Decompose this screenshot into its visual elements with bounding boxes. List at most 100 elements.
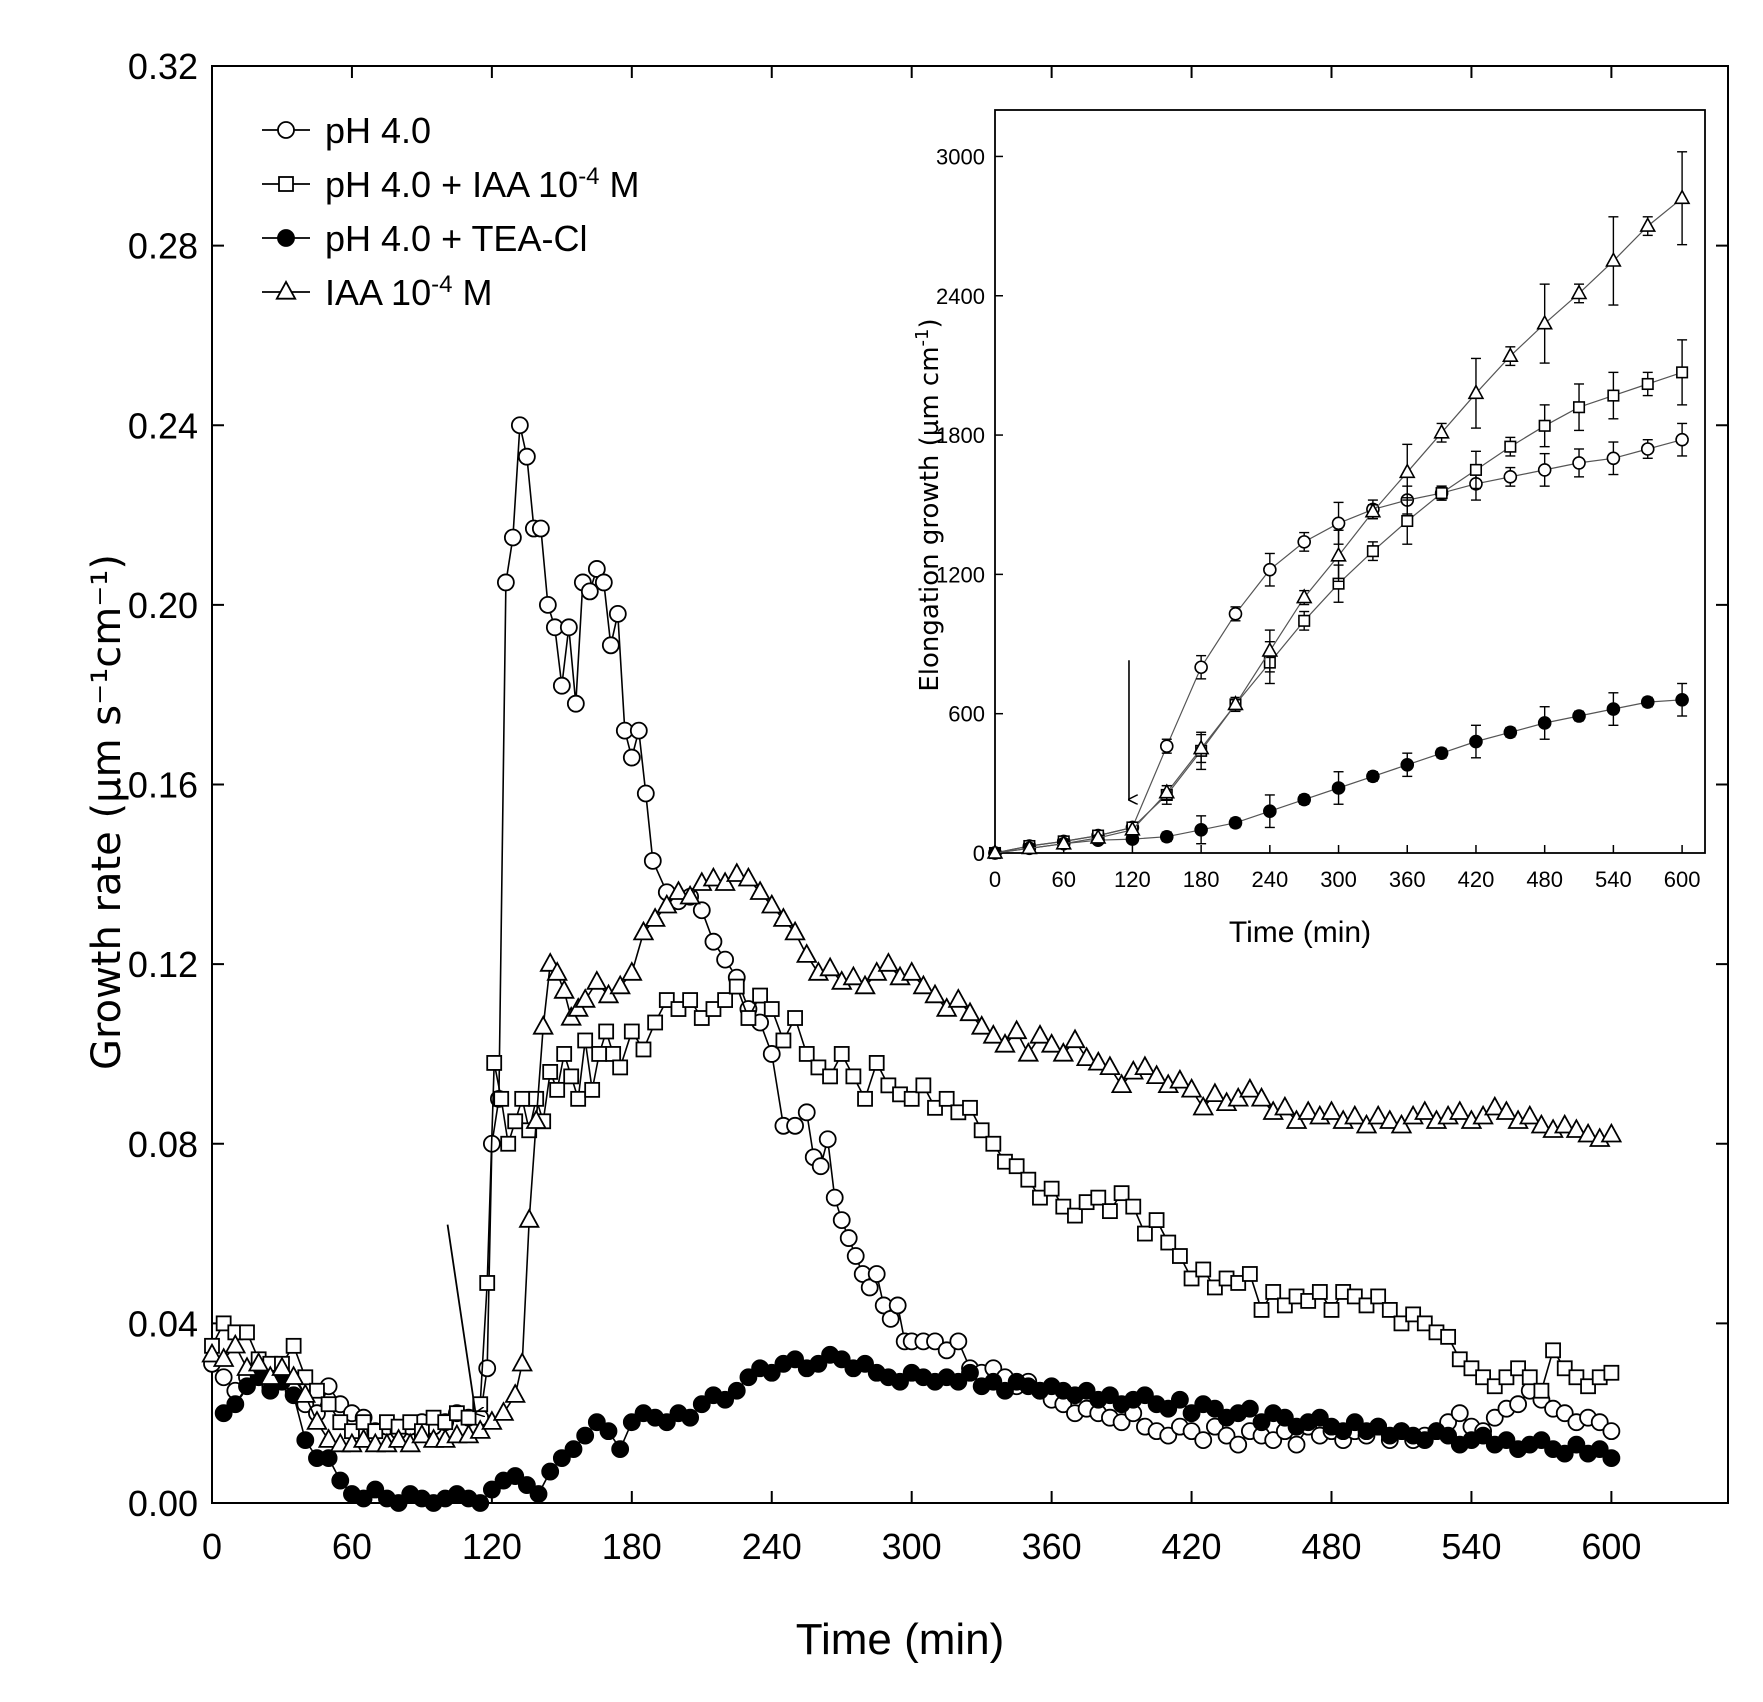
main-data-point [725, 862, 748, 882]
main-data-point [1275, 1408, 1294, 1427]
main-data-point [517, 1476, 536, 1494]
main-data-point [705, 1001, 722, 1017]
inset-data-point [1366, 545, 1379, 558]
main-series-group [201, 416, 1623, 1512]
main-data-point [1217, 1426, 1236, 1445]
main-data-point [985, 1135, 1002, 1152]
main-x-axis-title: Time (min) [796, 1615, 1005, 1664]
main-data-point [1125, 1198, 1142, 1215]
main-data-point [1182, 1422, 1201, 1441]
main-data-point [786, 1116, 804, 1135]
main-data-point [1159, 1426, 1178, 1445]
inset-series-3 [986, 151, 1691, 859]
main-data-point [503, 528, 522, 547]
main-data-point [366, 1480, 385, 1499]
inset-data-point [1055, 834, 1072, 850]
main-data-point [832, 1350, 851, 1369]
main-data-point [354, 1489, 373, 1508]
main-data-point [949, 1372, 968, 1391]
main-data-point [504, 1383, 526, 1403]
main-data-point [1439, 1426, 1458, 1445]
inset-data-point [1570, 284, 1588, 300]
inset-x-tick-label: 480 [1526, 867, 1563, 892]
main-data-point [798, 1046, 815, 1062]
inset-series-2 [988, 682, 1689, 860]
legend-item-1: pH 4.0 + IAA 10-4 M [262, 163, 640, 205]
main-data-point [1311, 1284, 1328, 1300]
main-data-point [1075, 1046, 1098, 1066]
inset-data-point [1194, 822, 1208, 837]
inset-plot: 0 60 120 180 240 300 360 420 480 540 600 0 600 1200 18… [912, 109, 1706, 949]
main-data-point [1137, 1225, 1153, 1242]
inset-data-point [1194, 660, 1208, 675]
inset-data-point [1331, 516, 1346, 531]
main-data-point [1580, 1378, 1596, 1395]
main-data-point [681, 1408, 700, 1427]
main-data-point [702, 866, 725, 887]
main-data-point [915, 1077, 932, 1094]
main-y-tick-label: 0.24 [128, 405, 198, 446]
inset-x-tick-label: 540 [1595, 867, 1632, 892]
main-data-point [389, 1494, 408, 1512]
inset-data-point [1675, 692, 1689, 707]
inset-x-axis-title: Time (min) [1229, 916, 1371, 949]
main-data-point [811, 1157, 830, 1176]
main-data-point [517, 447, 536, 466]
main-data-point [320, 1396, 337, 1413]
main-data-point [740, 1010, 757, 1026]
main-data-point [819, 956, 841, 977]
inset-data-point [1331, 781, 1346, 795]
main-data-point [1020, 1171, 1037, 1188]
main-data-point [584, 1081, 601, 1098]
main-x-tick-label: 360 [1022, 1526, 1082, 1567]
main-y-tick-label: 0.00 [128, 1483, 198, 1524]
main-data-point [1602, 1449, 1621, 1467]
main-data-point [1172, 1248, 1188, 1264]
main-data-point [460, 1409, 477, 1426]
main-data-point [1134, 1055, 1156, 1075]
inset-x-tick-label: 60 [1051, 867, 1075, 892]
main-data-point [727, 1381, 746, 1400]
main-data-point [825, 1188, 844, 1207]
main-data-point [839, 1229, 858, 1247]
main-y-tick-label: 0.16 [128, 765, 198, 806]
main-data-point [621, 961, 643, 981]
main-data-point [556, 1046, 573, 1062]
main-data-point [845, 1068, 862, 1085]
main-data-point [1205, 1399, 1224, 1418]
main-data-point [529, 1485, 548, 1503]
main-data-point [1553, 1113, 1576, 1134]
main-data-point [795, 943, 818, 963]
inset-data-point [1572, 709, 1586, 723]
main-data-point [514, 1090, 531, 1107]
main-data-point [1005, 1019, 1028, 1040]
inset-data-point [1538, 419, 1551, 432]
main-data-point [622, 748, 641, 767]
main-data-point [1381, 1302, 1398, 1318]
main-data-point [1346, 1288, 1363, 1305]
main-data-point [1029, 1024, 1051, 1044]
main-data-point [599, 1422, 618, 1441]
main-data-point [962, 1099, 978, 1116]
main-data-point [1577, 1122, 1599, 1143]
main-data-point [528, 1090, 545, 1107]
main-data-point [1555, 1404, 1574, 1423]
main-data-point [1102, 1203, 1118, 1220]
legend-label-main: pH 4.0 + TEA-Cl [325, 218, 587, 259]
main-x-tick-label: 600 [1581, 1526, 1641, 1567]
inset-y-title-tail: ) [915, 318, 945, 328]
main-data-point [682, 992, 699, 1008]
main-data-point [1448, 1100, 1471, 1120]
main-data-point [1052, 1042, 1075, 1062]
inset-data-point [1435, 487, 1448, 500]
main-data-point [1590, 1440, 1609, 1459]
main-data-point [1171, 1390, 1189, 1409]
main-data-point [647, 1014, 664, 1031]
main-data-point [1603, 1364, 1620, 1381]
main-data-point [784, 920, 806, 941]
main-data-point [1415, 1431, 1434, 1450]
main-data-point [891, 1372, 909, 1391]
main-data-point [1600, 1122, 1623, 1143]
inset-data-point [1469, 734, 1483, 749]
